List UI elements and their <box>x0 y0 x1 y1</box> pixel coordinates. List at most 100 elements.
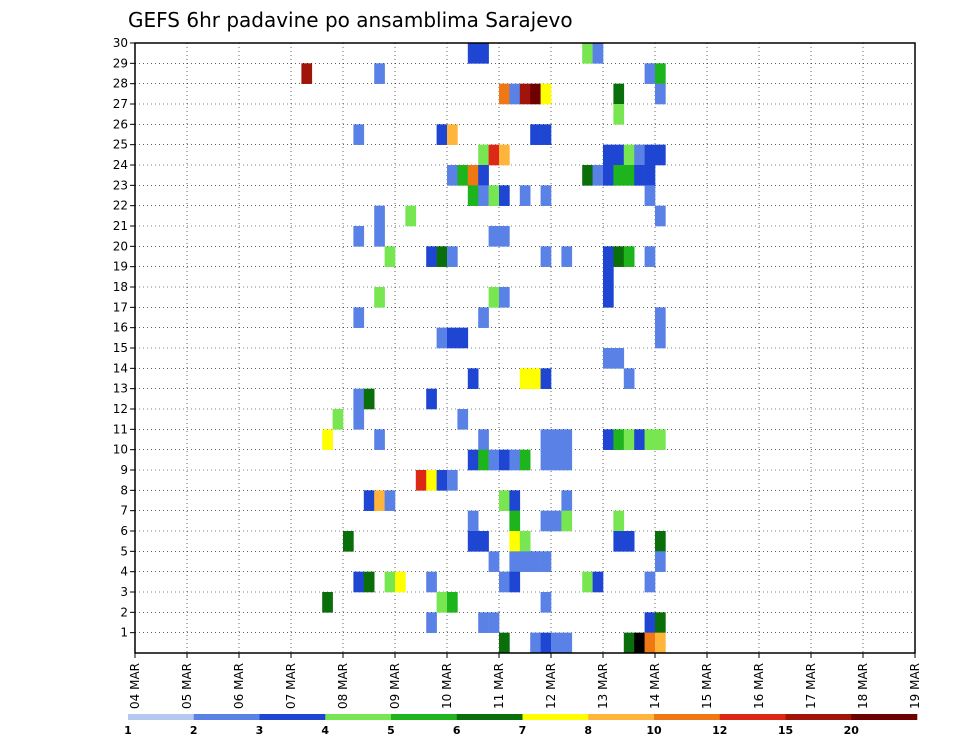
heatmap-cell <box>478 185 489 206</box>
heatmap-cell <box>561 490 573 511</box>
heatmap-cell <box>374 63 385 84</box>
heatmap-cell <box>613 429 625 450</box>
legend-label: 10 <box>646 724 662 737</box>
heatmap-cell <box>613 246 625 267</box>
heatmap-cell <box>395 571 406 593</box>
heatmap-cell <box>301 63 313 84</box>
heatmap-cell <box>457 327 469 349</box>
heatmap-cell <box>447 165 458 186</box>
y-tick-label: 4 <box>120 565 128 579</box>
x-tick-label: 11 MAR <box>492 663 506 709</box>
heatmap-cell <box>405 205 417 227</box>
y-tick-label: 27 <box>113 97 128 111</box>
heatmap-cell <box>467 165 479 186</box>
x-tick-label: 14 MAR <box>648 663 662 709</box>
heatmap-cell <box>613 165 625 186</box>
heatmap-cell <box>634 632 645 654</box>
legend-label: 3 <box>256 724 264 737</box>
heatmap-cell <box>551 632 562 654</box>
y-tick-label: 7 <box>120 504 128 518</box>
x-tick-label: 07 MAR <box>284 663 298 709</box>
heatmap-cell <box>623 531 635 552</box>
heatmap-cell <box>467 185 479 206</box>
heatmap-cell <box>384 490 396 511</box>
heatmap-cell <box>655 632 666 654</box>
heatmap-cell <box>644 185 656 206</box>
heatmap-cell <box>478 429 489 450</box>
heatmap-cell <box>426 246 437 267</box>
heatmap-cell <box>322 592 333 613</box>
heatmap-cell <box>623 632 635 654</box>
heatmap-cell <box>540 185 552 206</box>
heatmap-cell <box>499 144 510 166</box>
x-tick-label: 09 MAR <box>388 663 402 709</box>
y-tick-label: 13 <box>113 382 128 396</box>
y-tick-label: 3 <box>120 585 128 599</box>
heatmap-cell <box>613 144 625 166</box>
legend-label: 4 <box>321 724 329 737</box>
heatmap-cell <box>374 287 385 308</box>
heatmap-cell <box>655 205 666 227</box>
legend-swatch <box>193 714 260 720</box>
legend-swatch <box>588 714 655 720</box>
y-tick-label: 11 <box>113 422 128 436</box>
y-tick-label: 12 <box>113 402 128 416</box>
x-tick-label: 10 MAR <box>440 663 454 709</box>
heatmap-cell <box>540 632 552 654</box>
heatmap-cell <box>603 266 614 288</box>
heatmap-cell <box>540 551 552 572</box>
heatmap-cell <box>603 287 614 308</box>
heatmap-cell <box>519 83 531 105</box>
legend-label: 1 <box>124 724 132 737</box>
heatmap-cell <box>623 246 635 267</box>
legend-label: 2 <box>190 724 198 737</box>
x-tick-label: 04 MAR <box>128 663 142 709</box>
heatmap-cell <box>613 510 625 532</box>
heatmap-cell <box>582 43 593 64</box>
heatmap-cell <box>644 571 656 593</box>
heatmap-cell <box>592 43 604 64</box>
x-tick-label: 06 MAR <box>232 663 246 709</box>
heatmap-cell <box>478 531 489 552</box>
heatmap-cell <box>499 185 510 206</box>
heatmap-cell <box>603 165 614 186</box>
heatmap-cell <box>644 632 656 654</box>
heatmap-cell <box>467 449 479 471</box>
heatmap-cell <box>363 571 375 593</box>
legend-label: 12 <box>712 724 727 737</box>
heatmap-cell <box>509 571 521 593</box>
legend-swatch <box>522 714 589 720</box>
heatmap-cell <box>374 429 385 450</box>
heatmap-cell <box>478 449 489 471</box>
legend-label: 8 <box>584 724 592 737</box>
heatmap-cell <box>374 226 385 247</box>
x-tick-label: 15 MAR <box>700 663 714 709</box>
y-tick-label: 16 <box>113 321 128 335</box>
heatmap-cell <box>478 144 489 166</box>
heatmap-cell <box>551 510 562 532</box>
legend-swatch <box>325 714 392 720</box>
heatmap-cell <box>374 205 385 227</box>
heatmap-cell <box>634 165 645 186</box>
y-tick-label: 24 <box>113 158 128 172</box>
heatmap-cell <box>478 612 489 633</box>
legend-label: 15 <box>778 724 793 737</box>
heatmap-cell <box>655 531 666 552</box>
heatmap-cell <box>499 449 510 471</box>
heatmap-cell <box>457 165 469 186</box>
legend-swatch <box>391 714 458 720</box>
x-tick-label: 16 MAR <box>752 663 766 709</box>
legend-swatch <box>785 714 852 720</box>
heatmap-cell <box>499 490 510 511</box>
x-tick-label: 08 MAR <box>336 663 350 709</box>
heatmap-cell <box>561 632 573 654</box>
heatmap-cell <box>655 307 666 328</box>
legend-swatch <box>719 714 786 720</box>
heatmap-cell <box>499 571 510 593</box>
heatmap-cell <box>623 165 635 186</box>
y-tick-label: 28 <box>113 77 128 91</box>
heatmap-cell <box>644 429 656 450</box>
heatmap-cell <box>499 83 510 105</box>
heatmap-cell <box>519 551 531 572</box>
